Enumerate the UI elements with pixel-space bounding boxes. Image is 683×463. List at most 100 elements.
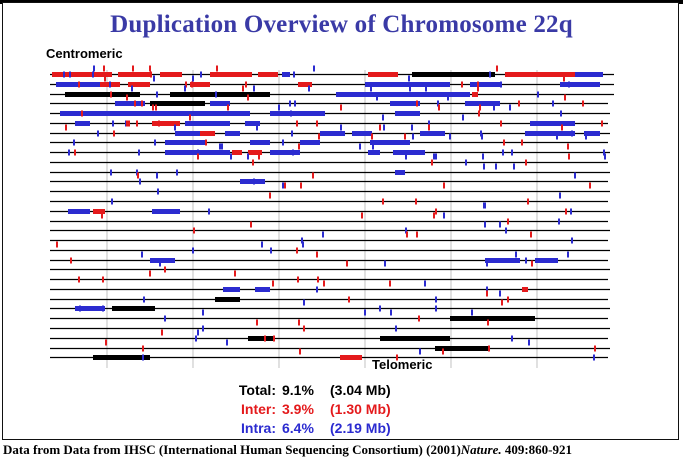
intra-tick bbox=[142, 354, 144, 361]
intra-tick bbox=[481, 133, 483, 140]
intra-tick bbox=[370, 85, 372, 92]
intra-tick bbox=[364, 309, 366, 316]
intra-duplication bbox=[300, 140, 320, 145]
inter-tick bbox=[296, 120, 298, 127]
intra-tick bbox=[499, 290, 501, 297]
inter-tick bbox=[530, 231, 532, 238]
inter-tick bbox=[273, 335, 275, 342]
intra-duplication bbox=[270, 150, 300, 155]
intra-tick bbox=[372, 143, 374, 150]
intra-tick bbox=[486, 286, 488, 293]
intra-tick bbox=[302, 241, 304, 248]
inter-tick bbox=[110, 91, 112, 98]
inter-tick bbox=[136, 120, 138, 127]
intra-duplication bbox=[282, 72, 290, 77]
intra-duplication bbox=[175, 131, 200, 136]
inter-tick bbox=[256, 319, 258, 326]
inter-tick bbox=[567, 143, 569, 150]
inter-tick bbox=[396, 354, 398, 361]
inter-tick bbox=[487, 319, 489, 326]
duplication-segments bbox=[52, 65, 606, 361]
inter-tick bbox=[564, 94, 566, 101]
intra-duplication bbox=[75, 121, 90, 126]
inter-tick bbox=[316, 251, 318, 258]
inter-tick bbox=[297, 276, 299, 283]
intra-tick bbox=[109, 81, 111, 88]
chromosome-rows bbox=[50, 73, 614, 359]
inter-tick bbox=[103, 65, 105, 72]
inter-duplication bbox=[248, 150, 262, 155]
intra-duplication bbox=[395, 111, 420, 116]
inter-tick bbox=[189, 114, 191, 121]
inter-tick bbox=[438, 104, 440, 111]
inter-tick bbox=[137, 172, 139, 179]
intra-tick bbox=[559, 192, 561, 199]
intra-tick bbox=[202, 325, 204, 332]
inter-tick bbox=[348, 296, 350, 303]
intra-tick bbox=[482, 153, 484, 160]
stat-intra-mb: (2.19 Mb) bbox=[330, 420, 391, 436]
inter-duplication bbox=[505, 72, 575, 77]
intra-duplication bbox=[395, 170, 405, 175]
stat-inter-mb: (1.30 Mb) bbox=[330, 401, 391, 417]
intra-tick bbox=[567, 251, 569, 258]
intra-duplication bbox=[270, 111, 325, 116]
intra-duplication bbox=[240, 179, 265, 184]
intra-tick bbox=[571, 130, 573, 137]
inter-tick bbox=[406, 231, 408, 238]
intra-tick bbox=[571, 237, 573, 244]
intra-tick bbox=[192, 247, 194, 254]
intra-tick bbox=[282, 139, 284, 146]
intra-duplication bbox=[336, 92, 470, 97]
intra-tick bbox=[215, 91, 217, 98]
intra-tick bbox=[110, 169, 112, 176]
inter-tick bbox=[601, 120, 603, 127]
citation-text: Data from Data from IHSC (International … bbox=[3, 442, 461, 457]
inter-tick bbox=[234, 270, 236, 277]
inter-tick bbox=[488, 345, 490, 352]
inter-duplication bbox=[128, 82, 150, 87]
intra-tick bbox=[112, 120, 114, 127]
inter-tick bbox=[74, 149, 76, 156]
inter-tick bbox=[561, 124, 563, 131]
intra-duplication bbox=[245, 121, 260, 126]
inter-tick bbox=[431, 159, 433, 166]
intra-tick bbox=[379, 305, 381, 312]
intra-duplication bbox=[390, 101, 420, 106]
inter-tick bbox=[568, 153, 570, 160]
intra-tick bbox=[278, 104, 280, 111]
intra-tick bbox=[253, 178, 255, 185]
intra-tick bbox=[560, 110, 562, 117]
inter-tick bbox=[245, 81, 247, 88]
intra-tick bbox=[290, 110, 292, 117]
intra-duplication bbox=[365, 82, 450, 87]
intra-duplication bbox=[530, 121, 575, 126]
citation-ref: 409:860-921 bbox=[501, 442, 573, 457]
inter-tick bbox=[250, 221, 252, 228]
intra-tick bbox=[483, 163, 485, 170]
inter-tick bbox=[404, 133, 406, 140]
stat-total-percent: 9.1% bbox=[282, 382, 314, 398]
inter-duplication bbox=[522, 287, 528, 292]
inter-tick bbox=[193, 227, 195, 234]
intra-tick bbox=[409, 85, 411, 92]
intra-tick bbox=[435, 296, 437, 303]
intra-tick bbox=[447, 94, 449, 101]
telomeric-label: Telomeric bbox=[372, 357, 433, 372]
intra-tick bbox=[495, 163, 497, 170]
intra-tick bbox=[202, 309, 204, 316]
intra-tick bbox=[308, 85, 310, 92]
inter-tick bbox=[317, 276, 319, 283]
gap-segment bbox=[450, 316, 535, 321]
inter-tick bbox=[461, 81, 463, 88]
intra-tick bbox=[390, 309, 392, 316]
intra-duplication bbox=[225, 131, 240, 136]
inter-tick bbox=[150, 71, 152, 78]
inter-tick bbox=[247, 94, 249, 101]
intra-tick bbox=[176, 169, 178, 176]
intra-tick bbox=[289, 100, 291, 107]
intra-tick bbox=[484, 221, 486, 228]
inter-tick bbox=[389, 280, 391, 287]
inter-tick bbox=[298, 319, 300, 326]
stat-intra-percent: 6.4% bbox=[282, 420, 314, 436]
